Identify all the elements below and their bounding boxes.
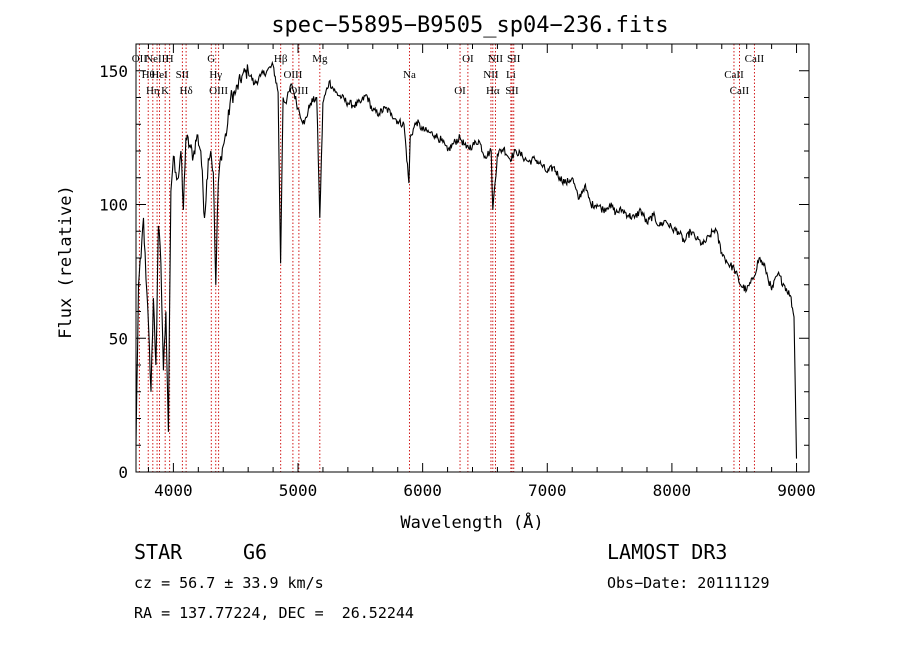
line-marker-label: OI	[454, 85, 466, 97]
line-marker-label: Hη	[146, 85, 160, 97]
y-tick-label: 100	[99, 196, 128, 215]
line-marker-label: CaII	[745, 53, 765, 65]
line-marker-label: Hβ	[274, 53, 288, 65]
line-marker-label: H	[166, 53, 174, 65]
line-marker-label: Hα	[486, 85, 500, 97]
line-marker-label: OIII	[283, 69, 302, 81]
line-marker-label: Hγ	[209, 69, 222, 81]
y-tick-label: 50	[109, 329, 128, 348]
x-axis-title: Wavelength (Å)	[400, 511, 543, 533]
line-marker-label: CaII	[724, 69, 744, 81]
line-marker-label: G	[207, 53, 215, 65]
line-marker-label: NeIII	[145, 53, 169, 65]
chart-title: spec−55895−B9505_sp04−236.fits	[271, 13, 668, 38]
y-tick-label: 150	[99, 62, 128, 81]
line-marker-label: SII	[507, 53, 521, 65]
line-marker-label: OI	[462, 53, 474, 65]
line-marker-label: HeI	[151, 69, 168, 81]
object-class: STAR	[134, 540, 183, 564]
line-marker-label: Mg	[312, 53, 328, 65]
plot-frame	[135, 43, 810, 473]
line-marker-label: Hθ	[142, 69, 155, 81]
line-marker-label: K	[161, 85, 169, 97]
y-tick-label: 0	[118, 463, 128, 482]
object-subclass: G6	[243, 540, 268, 564]
line-marker-label: NII	[483, 69, 499, 81]
line-marker-label: Li	[506, 69, 516, 81]
coordinates-text: RA = 137.77224, DEC = 26.52244	[134, 604, 414, 622]
x-tick-label: 4000	[154, 481, 193, 500]
x-tick-label: 5000	[279, 481, 318, 500]
line-markers	[138, 44, 755, 472]
spectrum-line	[135, 60, 798, 459]
x-tick-label: 6000	[403, 481, 442, 500]
line-marker-labels: OIIHθHηNeIIIHeIKHSIIHδGHγOIIIHβOIIIOIIIM…	[132, 53, 765, 97]
line-marker-label: CaII	[730, 85, 750, 97]
redshift-text: cz = 56.7 ± 33.9 km/s	[134, 574, 324, 592]
line-marker-label: Na	[403, 69, 416, 81]
line-marker-label: SII	[505, 85, 519, 97]
line-marker-label: NII	[488, 53, 504, 65]
x-tick-label: 9000	[777, 481, 816, 500]
x-tick-label: 8000	[653, 481, 692, 500]
line-marker-label: SII	[176, 69, 190, 81]
x-tick-label: 7000	[528, 481, 567, 500]
line-marker-label: Hδ	[180, 85, 193, 97]
line-marker-label: OIII	[209, 85, 228, 97]
axis-ticks: 4000 5000 6000 7000 8000 9000 0 50 100 150	[99, 43, 816, 500]
observation-date: Obs−Date: 20111129	[607, 574, 770, 592]
y-axis-title: Flux (relative)	[56, 185, 76, 339]
survey-name: LAMOST DR3	[607, 540, 728, 564]
